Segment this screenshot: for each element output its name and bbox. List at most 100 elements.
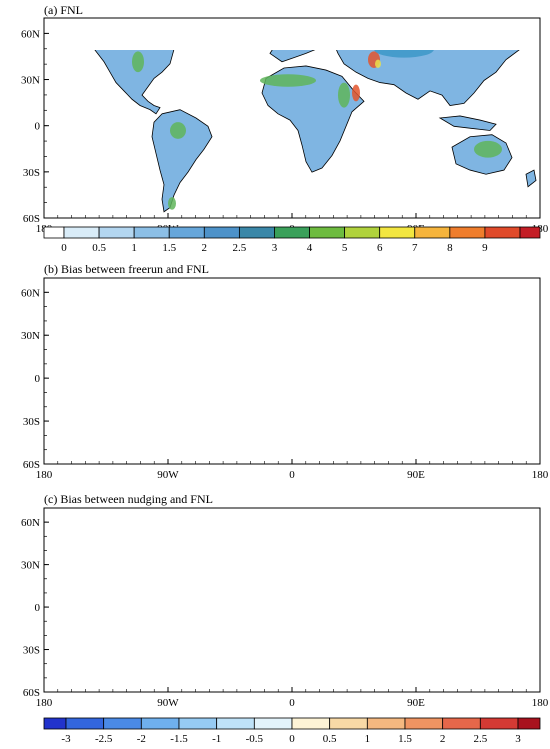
colorbar-label: 1 [131,242,137,254]
panel-a-lat-axis: 60N 30N 0 30S 60S [21,17,49,225]
colorbar-label: 1 [365,733,371,745]
colorbar-segment [479,717,519,730]
field-patch-0 [132,51,144,73]
colorbar-segment [379,226,416,239]
lon-tick-label: 180 [36,697,53,709]
colorbar-segment [519,226,541,239]
colorbar-label: 3 [515,733,521,745]
colorbar-label: 4 [307,242,313,254]
lon-tick-label: 180 [36,469,53,481]
colorbar-label: 0 [61,242,67,254]
colorbar-segment [43,717,67,730]
lon-tick-label: 90E [407,697,425,709]
colorbar-segment [168,226,205,239]
continent-3 [269,50,316,63]
colorbar-segment [366,717,406,730]
field-patch-3 [338,82,350,108]
lat-tick-label: 30N [21,75,40,87]
field-patch-6 [375,59,381,68]
lat-tick-label: 60S [23,687,40,699]
colorbar-segment [203,226,240,239]
lon-tick-label: 180 [532,697,549,709]
colorbar-label: -3 [61,733,71,745]
colorbar-label: -2.5 [95,733,113,745]
colorbar-segment [309,226,346,239]
lat-tick-label: 30S [23,167,40,179]
colorbar-segment [65,717,105,730]
panel-b-frame [43,277,541,465]
lat-tick-label: 30S [23,416,40,428]
colorbar-label: 1.5 [162,242,176,254]
colorbar-label: 6 [377,242,383,254]
field-patch-8 [374,50,434,58]
colorbar-label: 2 [202,242,208,254]
colorbar-segment [274,226,310,239]
lat-tick-label: 60S [23,213,40,225]
panel-a-title: (a) FNL [44,3,83,17]
lon-tick-label: 90W [157,697,179,709]
continent-5 [336,50,520,106]
colorbar-segment [291,717,331,730]
lat-tick-label: 60N [21,28,40,40]
continent-0 [94,50,175,115]
colorbar-label: 0 [289,733,295,745]
colorbar-segment [404,717,444,730]
lon-tick-label: 0 [289,469,295,481]
panel-b-title: (b) Bias between freerun and FNL [44,262,209,276]
field-patch-2 [260,74,316,87]
panel-b: (b) Bias between freerun and FNL 60N 30N 0… [21,262,549,481]
colorbar-label: 0.5 [323,733,337,745]
colorbar-label: 7 [412,242,418,254]
colorbar-bottom: -3 -2.5 -2 -1.5 -1 -0.5 0 0.5 1 1.5 2 2.5 3 [43,717,541,745]
colorbar-label: 2 [440,733,446,745]
colorbar-segment [329,717,368,730]
colorbar-label: 5 [342,242,348,254]
panel-c-lon-axis: 180 90W 0 90E 180 [36,687,549,709]
field-patch-7 [474,140,502,158]
continent-8 [525,169,537,188]
continent-2 [151,109,213,213]
lat-tick-label: 0 [35,373,41,385]
panel-c: (c) Bias between nudging and FNL 60N 30N 0… [21,492,549,709]
colorbar-segment [103,717,142,730]
lat-tick-label: 60N [21,287,40,299]
colorbar-top: 0 0.5 1 1.5 2 2.5 3 4 5 6 7 8 9 [43,226,541,254]
colorbar-label: -1 [212,733,221,745]
lon-tick-label: 90W [157,469,179,481]
colorbar-label: 0.5 [92,242,106,254]
colorbar-segment [178,717,218,730]
lat-tick-label: 60S [23,459,40,471]
lat-tick-label: 30S [23,645,40,657]
colorbar-label: 9 [482,242,488,254]
colorbar-segment [133,226,170,239]
lat-tick-label: 0 [35,121,41,133]
colorbar-segment [43,226,65,239]
panel-c-lat-axis: 60N 30N 0 30S 60S [21,507,49,699]
colorbar-segment [344,226,381,239]
colorbar-label: 1.5 [398,733,412,745]
panel-a-land [94,50,537,213]
field-patch-4 [352,84,360,102]
colorbar-segment [216,717,255,730]
colorbar-segment [517,717,541,730]
panel-a-features [132,50,502,210]
lat-tick-label: 30N [21,560,40,572]
panel-b-lon-axis: 180 90W 0 90E 180 [36,459,549,481]
lat-tick-label: 60N [21,517,40,529]
lon-tick-label: 0 [289,697,295,709]
colorbar-label: 2.5 [233,242,247,254]
field-patch-9 [168,197,176,210]
panel-c-frame [43,507,541,693]
colorbar-segment [98,226,135,239]
colorbar-label: -0.5 [246,733,264,745]
colorbar-label: 8 [447,242,453,254]
colorbar-segment [140,717,180,730]
colorbar-segment [238,226,275,239]
colorbar-label: 2.5 [473,733,487,745]
colorbar-label: -1.5 [170,733,188,745]
lon-tick-label: 90E [407,469,425,481]
lat-tick-label: 0 [35,602,41,614]
colorbar-label: 3 [272,242,278,254]
colorbar-segment [449,226,486,239]
